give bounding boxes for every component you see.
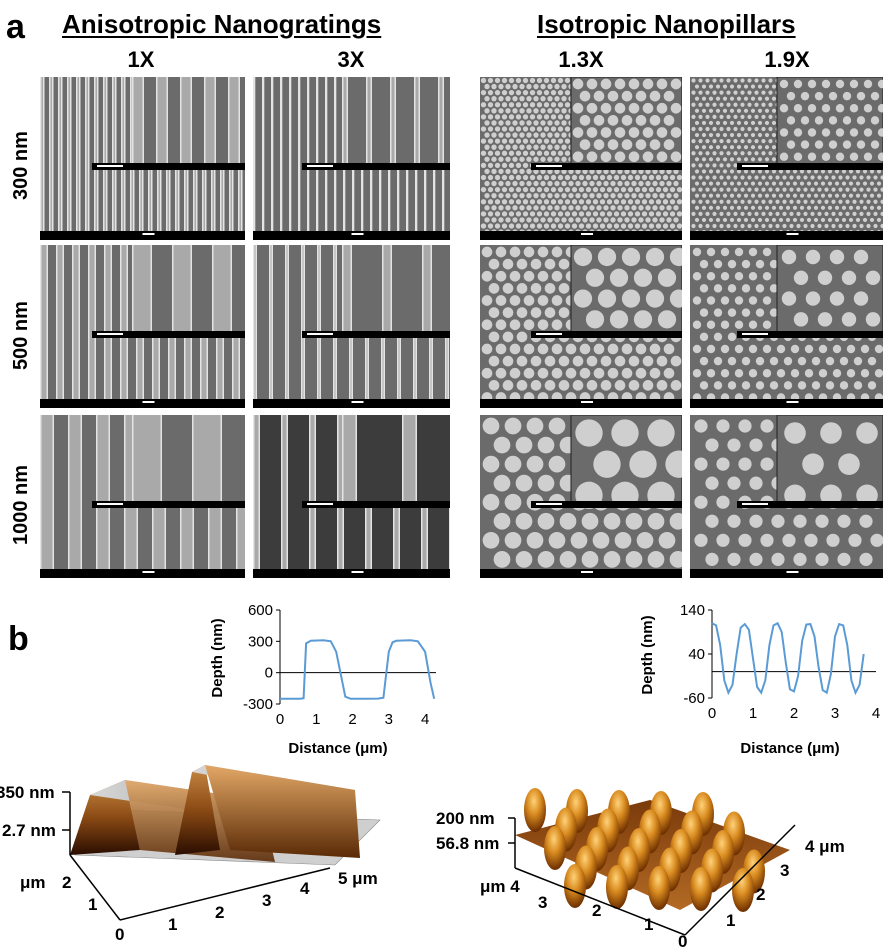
- c2-x-tick-label: 4: [872, 705, 880, 722]
- group-title-nanogratings: Anisotropic Nanogratings: [62, 9, 382, 39]
- afm-right-left-unit: μm 4: [480, 877, 520, 896]
- chart2-y-ticks: 140 40 -60: [680, 602, 712, 707]
- afm-right-right-axis: [684, 824, 796, 936]
- c2-x-tick-label: 1: [749, 705, 757, 722]
- afm-left-x-axis: [119, 867, 331, 921]
- afm-left-z-label-top: 350 nm: [0, 783, 55, 802]
- sem-image-r3-c3: [480, 415, 682, 578]
- afm-3d-pillars: 200 nm 56.8 nm μm 4 3 2 1 0 4 μm 3 2 1: [436, 788, 845, 950]
- afm-3d-gratings: 350 nm 2.7 nm μm 2 1 0 1 2 3 4 5 μm: [0, 765, 381, 944]
- row-label-500nm: 500 nm: [10, 301, 32, 370]
- afm-right-right-tick-2: 2: [756, 885, 765, 904]
- c2-x-tick-label: 0: [708, 705, 716, 722]
- afm-right-left-tick-2: 2: [592, 901, 601, 920]
- column-label-1x: 1X: [127, 47, 155, 72]
- c1-x-tick-label: 0: [276, 711, 284, 728]
- afm-left-y-tick-0: 0: [115, 925, 124, 944]
- chart2-ylabel: Depth (nm): [639, 615, 656, 694]
- afm-right-left-tick-0: 0: [678, 932, 687, 950]
- afm-pillar: [732, 868, 754, 912]
- afm-right-left-tick-1: 1: [644, 915, 653, 934]
- c1-x-tick-label: 4: [421, 711, 429, 728]
- sem-image-r3-c2: [253, 415, 450, 578]
- c1-y-tick-label: 600: [248, 602, 273, 619]
- chart1-xlabel: Distance (μm): [288, 740, 387, 757]
- c2-x-tick-label: 2: [790, 705, 798, 722]
- column-label-1-9x: 1.9X: [764, 47, 810, 72]
- c1-x-tick-label: 3: [385, 711, 393, 728]
- sem-image-r1-c2: [253, 77, 450, 240]
- sem-image-r2-c4: [690, 245, 883, 408]
- group-title-nanopillars: Isotropic Nanopillars: [537, 9, 796, 39]
- afm-left-ridge2-front: [175, 765, 220, 855]
- afm-right-z-label-bottom: 56.8 nm: [436, 834, 499, 853]
- afm-right-left-axis: [514, 867, 686, 936]
- column-label-1-3x: 1.3X: [558, 47, 604, 72]
- sem-image-r1-c1: [40, 77, 245, 240]
- afm-pillar: [606, 865, 628, 909]
- chart2-x-ticks: 0 1 2 3 4: [708, 705, 880, 722]
- chart1-y-ticks: 600 300 0 -300: [243, 602, 280, 713]
- sem-image-r1-c4: [690, 77, 883, 240]
- chart2-series-line: [711, 621, 865, 696]
- c1-y-tick-label: 0: [265, 665, 273, 682]
- row-label-300nm: 300 nm: [10, 131, 32, 200]
- c1-x-tick-label: 1: [312, 711, 320, 728]
- afm-right-z-label-top: 200 nm: [436, 809, 495, 828]
- afm-pillar: [648, 866, 670, 910]
- afm-left-z-label-bottom: 2.7 nm: [2, 821, 56, 840]
- afm-left-y-tick-2: 2: [62, 873, 71, 892]
- sem-image-r1-c3: [480, 77, 682, 240]
- panel-b-letter: b: [8, 620, 29, 658]
- depth-profile-chart-pillars: Depth (nm) 140 40 -60 0 1 2 3 4 Distance (μm): [639, 602, 880, 757]
- afm-left-ridge2-side: [205, 765, 360, 858]
- column-label-3x: 3X: [337, 47, 365, 72]
- row-label-1000nm: 1000 nm: [10, 464, 32, 545]
- chart1-axes: [279, 610, 436, 704]
- sem-image-r3-c4: [690, 415, 883, 578]
- c2-x-tick-label: 3: [831, 705, 839, 722]
- c2-y-tick-label: -60: [683, 690, 705, 707]
- panel-a-letter: a: [6, 8, 25, 46]
- afm-left-x-tick-3: 3: [262, 891, 271, 910]
- chart2-xlabel: Distance (μm): [740, 740, 839, 757]
- afm-left-y-unit: μm: [20, 873, 46, 892]
- sem-image-r2-c2: [253, 245, 450, 408]
- chart1-series-line: [280, 639, 436, 700]
- chart1-ylabel: Depth (nm): [209, 618, 226, 697]
- chart1-x-ticks: 0 1 2 3 4: [276, 711, 429, 728]
- c1-y-tick-label: 300: [248, 633, 273, 650]
- c1-y-tick-label: -300: [243, 696, 273, 713]
- afm-right-left-tick-3: 3: [538, 893, 547, 912]
- c2-y-tick-label: 40: [688, 646, 705, 663]
- afm-left-y-tick-1: 1: [88, 895, 97, 914]
- afm-pillar: [690, 867, 712, 911]
- afm-pillar: [544, 826, 566, 870]
- afm-left-x-tick-4: 4: [300, 879, 310, 898]
- afm-pillar: [564, 864, 586, 908]
- afm-left-x-end: 5 μm: [338, 869, 378, 888]
- sem-image-r3-c1: [40, 415, 245, 578]
- afm-right-right-tick-3: 3: [780, 861, 789, 880]
- afm-right-right-tick-1: 1: [726, 911, 735, 930]
- c1-x-tick-label: 2: [348, 711, 356, 728]
- afm-right-pillars: [524, 788, 765, 912]
- afm-left-x-tick-1: 1: [168, 915, 177, 934]
- afm-left-x-tick-2: 2: [215, 903, 224, 922]
- afm-pillar: [524, 788, 546, 832]
- sem-image-r2-c3: [480, 245, 682, 408]
- sem-image-r2-c1: [40, 245, 245, 408]
- c2-y-tick-label: 140: [680, 602, 705, 619]
- afm-left-y-axis: [69, 854, 121, 921]
- afm-right-right-end: 4 μm: [805, 837, 845, 856]
